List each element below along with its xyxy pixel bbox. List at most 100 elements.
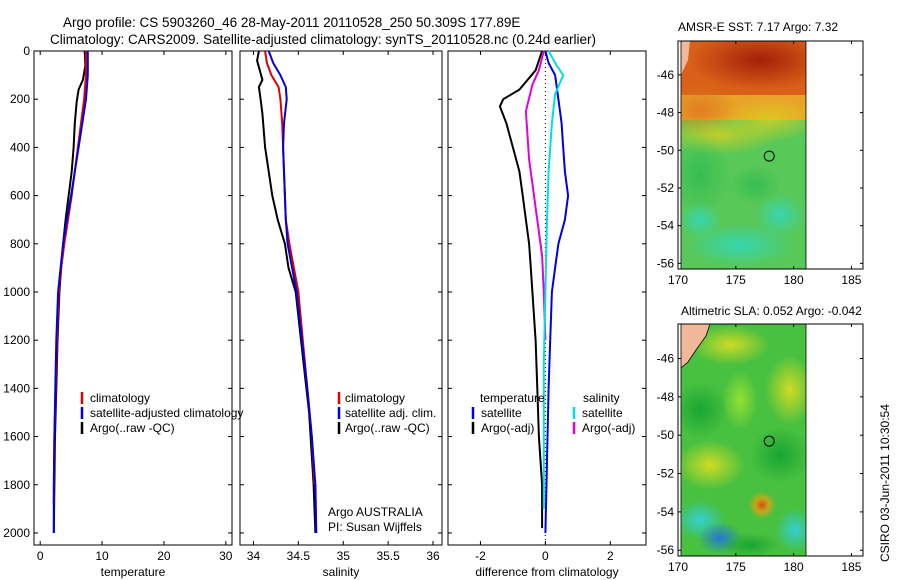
legend-sal-argo-label: Argo(-adj)	[582, 421, 635, 435]
x-tick-label: 20	[157, 549, 171, 563]
x-axis-label: temperature	[101, 565, 166, 579]
x-tick-label: 185	[841, 560, 861, 574]
x-tick-label: -2	[475, 549, 486, 563]
series-line-salinity-argo-adj	[524, 50, 547, 341]
figure-title-line2: Climatology: CARS2009. Satellite-adjuste…	[50, 32, 596, 47]
x-tick-label: 0	[37, 549, 44, 563]
y-tick-label: 0	[23, 44, 30, 58]
float-position-marker	[763, 435, 775, 447]
sla-heatmap	[681, 324, 806, 556]
sla-patch	[775, 508, 806, 552]
x-tick-label: 35.5	[376, 549, 400, 563]
sla-map-frame	[677, 323, 864, 557]
y-tick-label: -50	[657, 143, 675, 157]
y-tick-label: -54	[657, 505, 675, 519]
legend-sal-satellite-label: satellite	[582, 406, 623, 420]
temperature-plot: 0 200 400 600 800 1000 1200 1400 1600 1800 2000 0 10…	[3, 44, 233, 579]
figure-title-line1: Argo profile: CS 5903260_46 28-May-2011 …	[63, 15, 520, 30]
y-tick-label: 2000	[3, 526, 30, 540]
x-axis-label: difference from climatology	[475, 565, 618, 579]
x-tick-label: 180	[784, 560, 804, 574]
legend-climatology-label: climatology	[345, 391, 405, 405]
sla-land	[681, 324, 710, 368]
legend-salinity-heading: salinity	[583, 391, 620, 405]
x-tick-label: 30	[219, 549, 233, 563]
sla-patch	[722, 370, 758, 430]
sla-patch	[681, 382, 728, 438]
float-position-marker	[763, 150, 775, 162]
y-tick-label: 1600	[3, 430, 30, 444]
salinity-annotation-line1: Argo AUSTRALIA	[328, 505, 423, 519]
y-tick-label: -46	[657, 68, 675, 82]
series-line-satellite-adj-clim	[267, 50, 318, 534]
sst-map-axes: -46 -48 -50 -52 -54 -56 170 175 180 185	[657, 41, 863, 287]
x-tick-label: 180	[784, 273, 804, 287]
legend-climatology-label: climatology	[90, 391, 150, 405]
y-tick-label: 800	[10, 237, 30, 251]
series-line-argo-raw-qc	[256, 50, 317, 534]
legend-temp-argo-label: Argo(-adj)	[481, 421, 534, 435]
y-tick-label: 1800	[3, 478, 30, 492]
x-tick-label: 36	[426, 549, 440, 563]
legend-satellite-label: satellite-adjusted climatology	[90, 406, 243, 420]
sla-patch	[765, 355, 806, 425]
sla-map-title: Altimetric SLA: 0.052 Argo: -0.042	[681, 304, 862, 318]
legend-satellite-label: satellite adj. clim.	[345, 406, 436, 420]
difference-legend: temperature salinity satellite Argo(-adj…	[471, 391, 635, 435]
y-tick-label: -48	[657, 390, 675, 404]
x-tick-label: 34.5	[287, 549, 311, 563]
x-tick-label: 0	[542, 549, 549, 563]
series-line-climatology	[264, 50, 316, 485]
series-line-temperature-satellite	[544, 50, 570, 534]
sst-heatmap	[681, 41, 806, 269]
x-tick-label: 185	[841, 273, 861, 287]
legend-temp-satellite-label: satellite	[481, 406, 522, 420]
y-tick-label: -48	[657, 106, 675, 120]
difference-plot: -2 0 2 difference from climatology	[448, 50, 646, 579]
y-tick-label: 400	[10, 140, 30, 154]
y-tick-label: -46	[657, 352, 675, 366]
x-tick-label: 2	[607, 549, 614, 563]
x-tick-label: 175	[726, 273, 746, 287]
credit-timestamp: CSIRO 03-Jun-2011 10:30:54	[878, 404, 892, 562]
legend-argo-label: Argo(..raw -QC)	[90, 421, 175, 435]
salinity-annotation-line2: PI: Susan Wijffels	[328, 520, 422, 534]
y-tick-label: 1000	[3, 285, 30, 299]
x-tick-label: 35	[337, 549, 351, 563]
sst-patch	[690, 41, 806, 90]
y-tick-label: -52	[657, 467, 675, 481]
temperature-legend: climatology satellite-adjusted climatolo…	[80, 391, 243, 435]
series-line-satellite-adjusted-climatology	[52, 51, 89, 533]
y-tick-label: -54	[657, 219, 675, 233]
difference-plot-frame	[447, 50, 647, 546]
legend-argo-label: Argo(..raw -QC)	[345, 421, 430, 435]
series-line-temperature-argo-adj	[498, 50, 544, 529]
salinity-legend: climatology satellite adj. clim. Argo(..…	[337, 391, 436, 435]
series-line-salinity-satellite	[542, 50, 565, 509]
y-tick-label: -56	[657, 256, 675, 270]
sla-patch	[750, 427, 806, 483]
x-tick-label: 34	[247, 549, 261, 563]
sst-land	[681, 41, 690, 75]
sla-map-axes: -46 -48 -50 -52 -54 -56 170 175 180 185	[657, 324, 863, 574]
x-tick-label: 10	[95, 549, 109, 563]
sst-patch	[681, 135, 730, 215]
y-tick-label: 1200	[3, 333, 30, 347]
salinity-plot: 34 34.5 35 35.5 36 salinity	[240, 50, 442, 579]
y-tick-label: -56	[657, 543, 675, 557]
x-tick-label: 175	[726, 560, 746, 574]
temperature-plot-frame	[33, 50, 233, 546]
sst-map-title: AMSR-E SST: 7.17 Argo: 7.32	[678, 20, 838, 34]
y-tick-label: 600	[10, 189, 30, 203]
x-tick-label: 170	[668, 560, 688, 574]
y-tick-label: -50	[657, 428, 675, 442]
legend-temperature-heading: temperature	[480, 391, 545, 405]
salinity-plot-frame	[239, 50, 443, 546]
sla-patch	[720, 533, 780, 556]
x-tick-label: 170	[668, 273, 688, 287]
sst-map-frame	[677, 40, 864, 270]
y-tick-label: -52	[657, 181, 675, 195]
sla-patch	[748, 491, 776, 519]
x-axis-label: salinity	[323, 565, 360, 579]
